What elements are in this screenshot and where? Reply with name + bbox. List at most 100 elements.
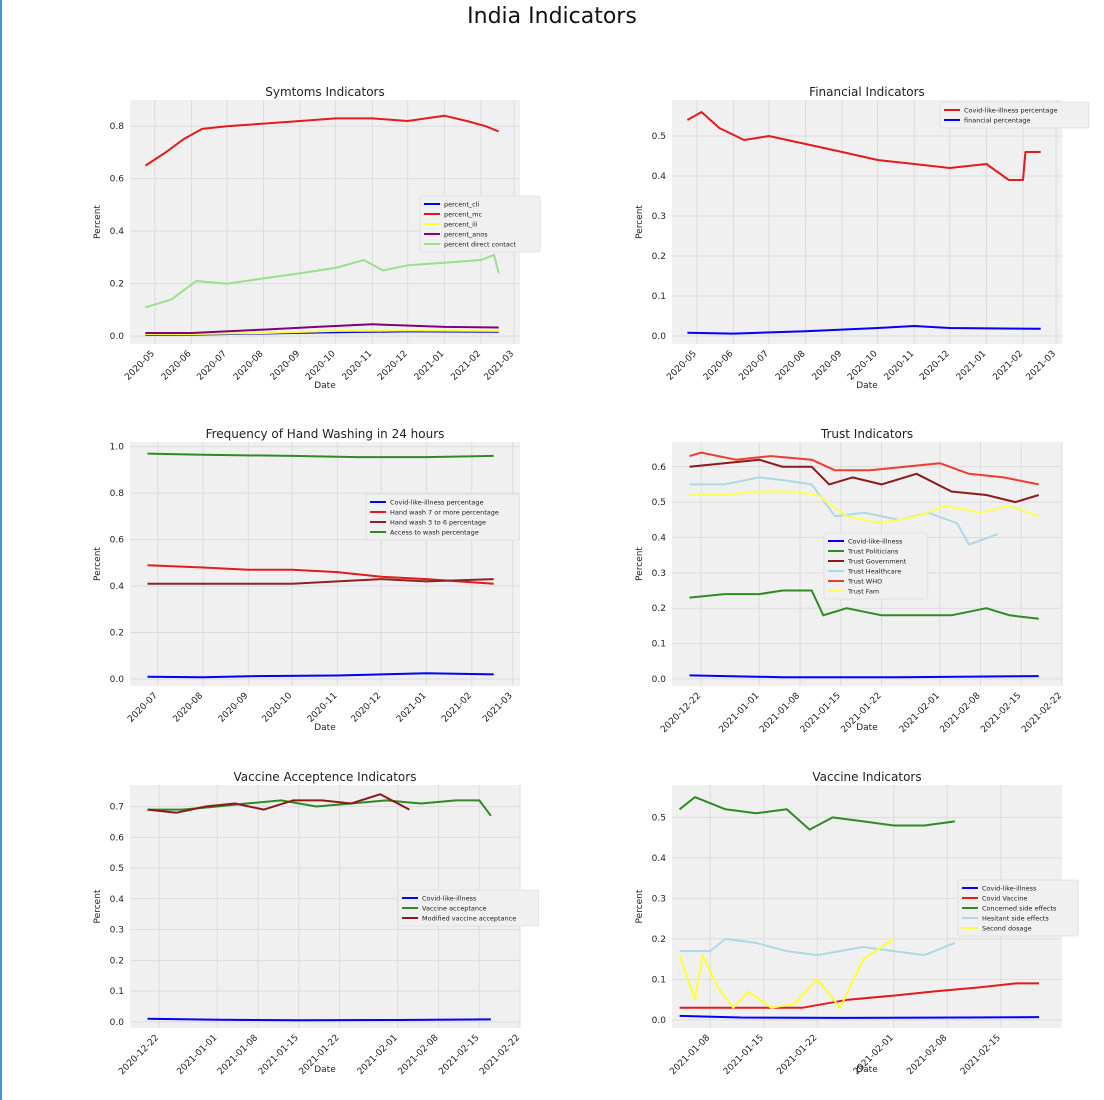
x-tick-label: 2021-01-08 <box>668 1033 712 1077</box>
series-line-3 <box>689 476 999 546</box>
y-tick-label: 0.6 <box>652 463 667 473</box>
legend-label: Access to wash percentage <box>390 529 479 537</box>
legend-label: Trust Politicians <box>847 548 899 556</box>
x-tick-label: 2020-11 <box>341 349 375 383</box>
y-tick-label: 0.5 <box>652 498 666 508</box>
x-axis-label: Date <box>314 381 336 391</box>
x-axis-label: Date <box>314 1065 336 1075</box>
x-tick-label: 2021-02-08 <box>939 691 983 735</box>
legend-label: financial percentage <box>964 117 1031 125</box>
y-axis-label: Percent <box>635 547 645 581</box>
series-line-2 <box>147 793 410 814</box>
plot-area <box>130 442 520 686</box>
x-tick-label: 2021-01-08 <box>216 1033 260 1077</box>
y-tick-label: 0.8 <box>110 489 125 499</box>
legend-label: Vaccine acceptance <box>422 905 487 913</box>
series-line-0 <box>686 111 1041 181</box>
chart-title: Symtoms Indicators <box>265 85 385 99</box>
x-tick-label: 2021-02 <box>991 349 1025 383</box>
y-tick-label: 0.4 <box>110 227 125 237</box>
legend-label: Trust Fam <box>847 588 879 596</box>
x-tick-label: 2020-08 <box>171 691 205 725</box>
chart-title: Financial Indicators <box>809 85 925 99</box>
legend-label: Covid-like-illness percentage <box>390 499 484 507</box>
x-tick-label: 2021-01 <box>395 691 429 725</box>
x-tick-label: 2020-07 <box>195 349 229 383</box>
x-tick-label: 2020-12 <box>376 349 410 383</box>
x-tick-label: 2020-11 <box>883 349 917 383</box>
x-tick-label: 2020-12 <box>918 349 952 383</box>
y-tick-label: 0.4 <box>652 533 667 543</box>
y-axis-label: Percent <box>635 889 645 923</box>
legend-label: Covid-like-illness <box>848 538 903 546</box>
x-tick-label: 2021-02 <box>440 691 474 725</box>
y-tick-label: 0.8 <box>110 122 125 132</box>
x-tick-label: 2021-01-22 <box>775 1033 819 1077</box>
x-tick-label: 2020-10 <box>261 691 295 725</box>
y-tick-label: 0.3 <box>652 212 666 222</box>
legend-label: percent_mc <box>444 211 482 219</box>
x-tick-label: 2020-10 <box>304 349 338 383</box>
x-tick-label: 2021-02-15 <box>979 691 1023 735</box>
x-tick-label: 2021-02-22 <box>478 1033 522 1077</box>
series-line-0 <box>147 1017 491 1022</box>
trust-chart: 0.0 0.1 0.2 0.3 0.4 0.5 0.6 2020-12-22 2021-01-0… <box>635 427 1064 735</box>
window-edge <box>0 0 2 1100</box>
y-tick-label: 0.4 <box>110 582 125 592</box>
x-tick-label: 2021-01-01 <box>717 691 761 735</box>
x-tick-label: 2020-12 <box>350 691 384 725</box>
x-tick-label: 2020-12-22 <box>117 1033 161 1077</box>
y-tick-label: 0.6 <box>110 833 125 843</box>
x-axis-label: Date <box>856 381 878 391</box>
x-tick-label: 2021-01-15 <box>257 1033 301 1077</box>
y-tick-label: 0.2 <box>652 604 666 614</box>
legend-box <box>419 195 541 253</box>
y-tick-label: 0.5 <box>110 864 124 874</box>
x-tick-label: 2020-08 <box>232 349 266 383</box>
legend-label: Hand wash 3 to 6 percentage <box>390 519 486 527</box>
series-line-3 <box>679 937 956 957</box>
series-line-1 <box>147 564 494 585</box>
series-line-5 <box>689 490 1040 525</box>
legend-label: Covid Vaccine <box>982 895 1027 903</box>
series-line-0 <box>147 672 494 679</box>
figure-suptitle: India Indicators <box>467 4 637 29</box>
chart-title: Frequency of Hand Washing in 24 hours <box>206 427 445 441</box>
legend-box <box>365 493 520 541</box>
legend-label: Second dosage <box>982 925 1032 933</box>
x-tick-label: 2020-05 <box>665 349 699 383</box>
y-tick-label: 0.3 <box>652 894 666 904</box>
series-line-0 <box>689 674 1039 679</box>
y-tick-label: 0.2 <box>110 629 124 639</box>
series-line-4 <box>678 938 895 1009</box>
x-axis-label: Date <box>314 723 336 733</box>
chart-title: Vaccine Indicators <box>812 770 921 784</box>
y-axis-label: Percent <box>93 889 103 923</box>
legend-label: Covid-like-illness <box>982 885 1037 893</box>
x-axis-label: Date <box>856 723 878 733</box>
y-tick-label: 0.0 <box>110 332 125 342</box>
y-tick-label: 0.0 <box>652 1016 667 1026</box>
y-tick-label: 0.1 <box>652 975 666 985</box>
legend-label: percent_ili <box>444 221 478 229</box>
x-tick-label: 2021-03 <box>1025 349 1059 383</box>
x-tick-label: 2021-02-08 <box>397 1033 441 1077</box>
legend-label: Hand wash 7 or more percentage <box>390 509 499 517</box>
series-line-3 <box>145 323 499 334</box>
legend-label: percent direct contact <box>444 241 516 249</box>
x-tick-label: 2021-02-08 <box>905 1033 949 1077</box>
y-tick-label: 0.1 <box>652 292 666 302</box>
legend-label: Covid-like-illness <box>422 895 477 903</box>
x-tick-label: 2021-02-15 <box>437 1033 481 1077</box>
legend-box <box>957 879 1079 937</box>
y-tick-label: 0.2 <box>110 280 124 290</box>
x-tick-label: 2020-07 <box>126 691 160 725</box>
series-line-1 <box>144 114 500 167</box>
y-tick-label: 0.0 <box>652 332 667 342</box>
series-line-2 <box>689 458 1039 504</box>
legend-box <box>397 889 540 927</box>
series-line-1 <box>687 325 1041 335</box>
x-tick-label: 2021-02 <box>449 349 483 383</box>
series-line-3 <box>147 452 494 459</box>
